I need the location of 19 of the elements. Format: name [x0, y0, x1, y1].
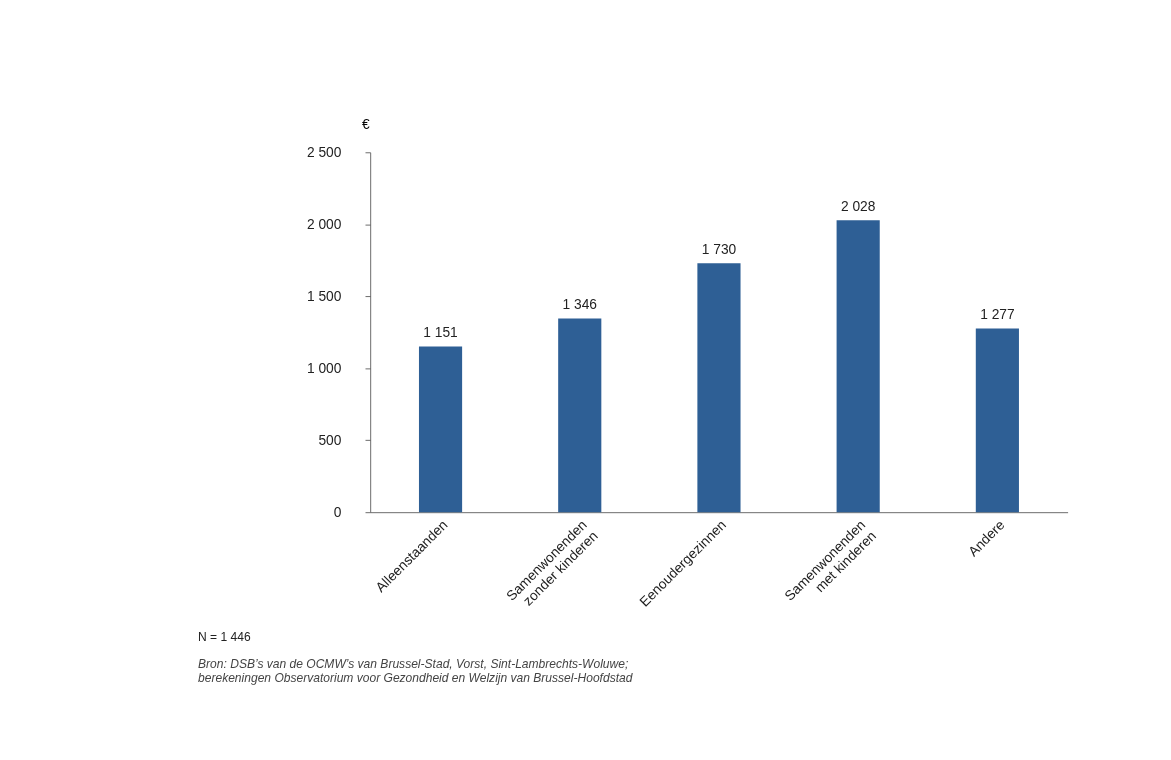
data-label: 1 277: [980, 306, 1015, 322]
data-label: 1 730: [701, 241, 737, 257]
y-tick-label: 1 500: [306, 289, 342, 305]
bar: [418, 346, 463, 513]
bar: [975, 328, 1019, 513]
text: N = 1 446: [198, 629, 251, 644]
y-axis-title: €: [362, 116, 371, 132]
bar: [836, 220, 880, 513]
data-label: 1 151: [423, 325, 458, 341]
data-label: 2 028: [840, 198, 876, 214]
y-tick-label: 0: [333, 504, 342, 520]
data-label: 1 346: [562, 297, 598, 312]
y-tick-label: 2 500: [306, 145, 342, 161]
y-tick-label: 1 000: [306, 361, 342, 377]
y-tick-label: 2 000: [306, 217, 342, 233]
text: Bron: DSB’s van de OCMW’s van Brussel-Stad, Vorst, Sint-Lambrechts-Woluwe; berekeningen Observatorium voor Gezondheid en Welzijn van Brussel-Hoofdstad: [198, 657, 634, 685]
y-tick-label: 500: [318, 433, 342, 448]
bar: [558, 318, 602, 513]
bar: [697, 263, 741, 513]
